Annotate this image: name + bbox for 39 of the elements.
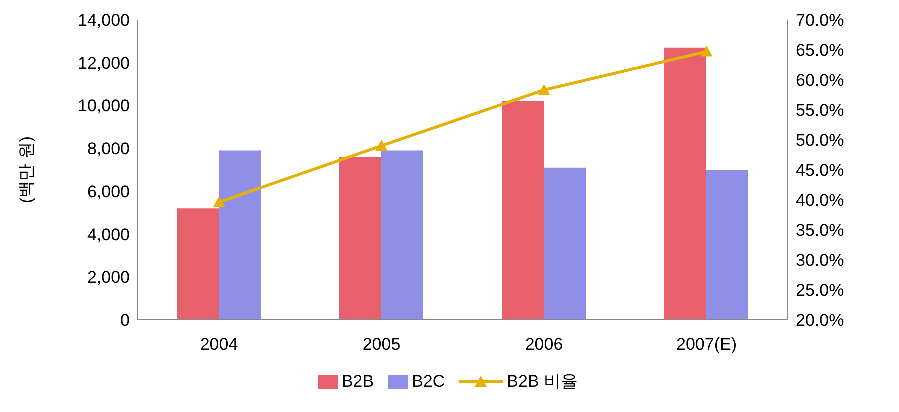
legend-label: B2B — [340, 370, 374, 392]
y2-tick-label: 20.0% — [796, 311, 844, 330]
point — [700, 46, 713, 57]
legend-label: B2B 비율 — [506, 371, 578, 393]
y2-tick-label: 60.0% — [796, 71, 844, 90]
point — [538, 84, 550, 96]
y-tick-label: 12,000 — [78, 54, 130, 73]
y-tick-label: 6,000 — [87, 182, 130, 202]
x-tick-label: 2006 — [525, 335, 564, 354]
bar — [177, 208, 219, 320]
point — [213, 196, 226, 208]
y-tick-label: 4,000 — [87, 225, 130, 244]
y2-tick-label: 65.0% — [796, 41, 844, 60]
y-tick-label: 10,000 — [78, 96, 130, 116]
x-tick-label: 2005 — [362, 335, 401, 354]
y2-tick-label: 50.0% — [796, 131, 844, 150]
x-tick-label: 2007(E) — [676, 335, 737, 354]
y2-tick-label: 70.0% — [796, 11, 844, 30]
y2-tick-label: 45.0% — [796, 161, 844, 180]
legend-label: B2C — [411, 370, 446, 392]
bar — [544, 168, 586, 320]
y2-tick-label: 40.0% — [796, 191, 844, 210]
y-tick-label: 2,000 — [87, 268, 130, 288]
x-tick-label: 2004 — [200, 335, 238, 354]
y-tick-label: 14,000 — [78, 11, 130, 30]
y-tick-label: 0 — [120, 311, 130, 330]
bar — [706, 170, 748, 320]
bar — [502, 101, 544, 320]
y-tick-label: 8,000 — [87, 140, 130, 159]
bar — [382, 150, 424, 320]
y2-tick-label: 35.0% — [796, 221, 844, 240]
point — [376, 140, 388, 151]
y2-tick-label: 30.0% — [796, 251, 844, 270]
y-axis-title: (백만 원) — [17, 136, 36, 204]
y2-tick-label: 25.0% — [796, 281, 844, 300]
bar — [219, 150, 261, 320]
bar — [340, 157, 382, 320]
bar — [664, 48, 706, 320]
y2-tick-label: 55.0% — [796, 101, 844, 120]
